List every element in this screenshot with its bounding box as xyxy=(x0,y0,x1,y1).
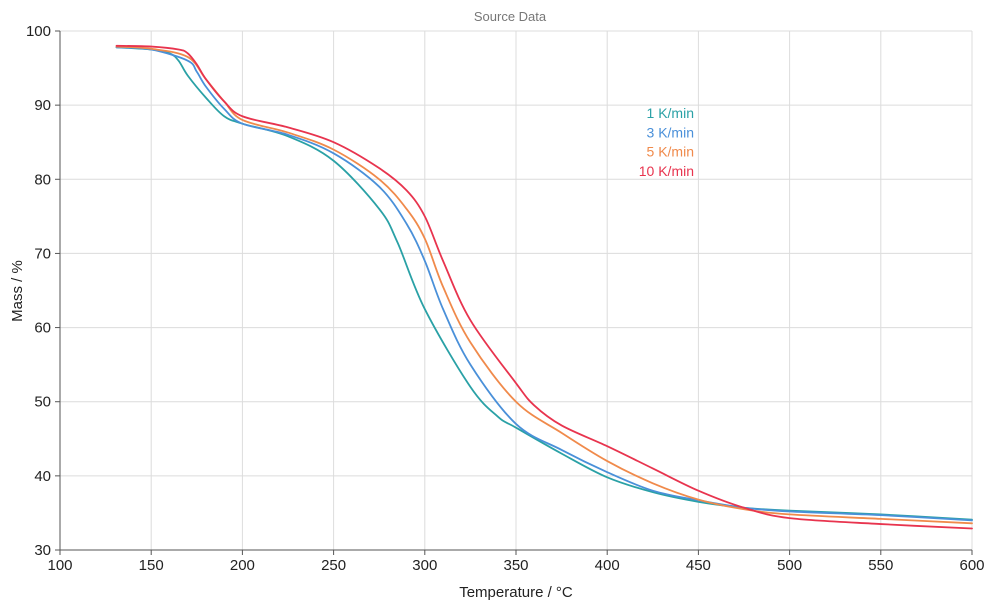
series-line-1-k-min xyxy=(115,46,973,521)
x-tick-label: 100 xyxy=(47,557,72,574)
y-tick-label: 100 xyxy=(26,23,51,40)
y-tick-label: 60 xyxy=(34,320,51,337)
x-tick-label: 600 xyxy=(959,557,984,574)
x-tick-label: 400 xyxy=(595,557,620,574)
x-tick-label: 300 xyxy=(412,557,437,574)
x-tick-label: 550 xyxy=(868,557,893,574)
series-line-3-k-min xyxy=(115,46,973,522)
x-tick-label: 350 xyxy=(503,557,528,574)
legend: 1 K/min 3 K/min 5 K/min 10 K/min xyxy=(639,105,694,179)
series-line-10-k-min xyxy=(115,44,973,530)
legend-entry-10-k-min: 10 K/min xyxy=(639,163,694,179)
legend-entry-5-k-min: 5 K/min xyxy=(647,144,694,160)
y-tick-label: 40 xyxy=(34,468,51,485)
legend-entry-3-k-min: 3 K/min xyxy=(647,124,694,140)
x-tick-label: 150 xyxy=(139,557,164,574)
chart-title: Source Data xyxy=(474,9,547,24)
x-tick-label: 500 xyxy=(777,557,802,574)
axis-layer: 100 150 200 250 300 350 400 450 500 550 600 30 40 50 6… xyxy=(26,23,985,574)
y-axis-title: Mass / % xyxy=(9,260,26,322)
legend-entry-1-k-min: 1 K/min xyxy=(647,105,694,121)
y-tick-label: 80 xyxy=(34,171,51,188)
x-axis-title: Temperature / °C xyxy=(459,584,573,601)
grid-layer xyxy=(60,30,973,550)
y-tick-label: 50 xyxy=(34,394,51,411)
y-tick-label: 90 xyxy=(34,97,51,114)
y-tick-label: 30 xyxy=(34,542,51,559)
y-tick-label: 70 xyxy=(34,245,51,262)
x-tick-label: 450 xyxy=(686,557,711,574)
series-layer xyxy=(115,44,973,530)
x-tick-label: 200 xyxy=(230,557,255,574)
x-tick-label: 250 xyxy=(321,557,346,574)
